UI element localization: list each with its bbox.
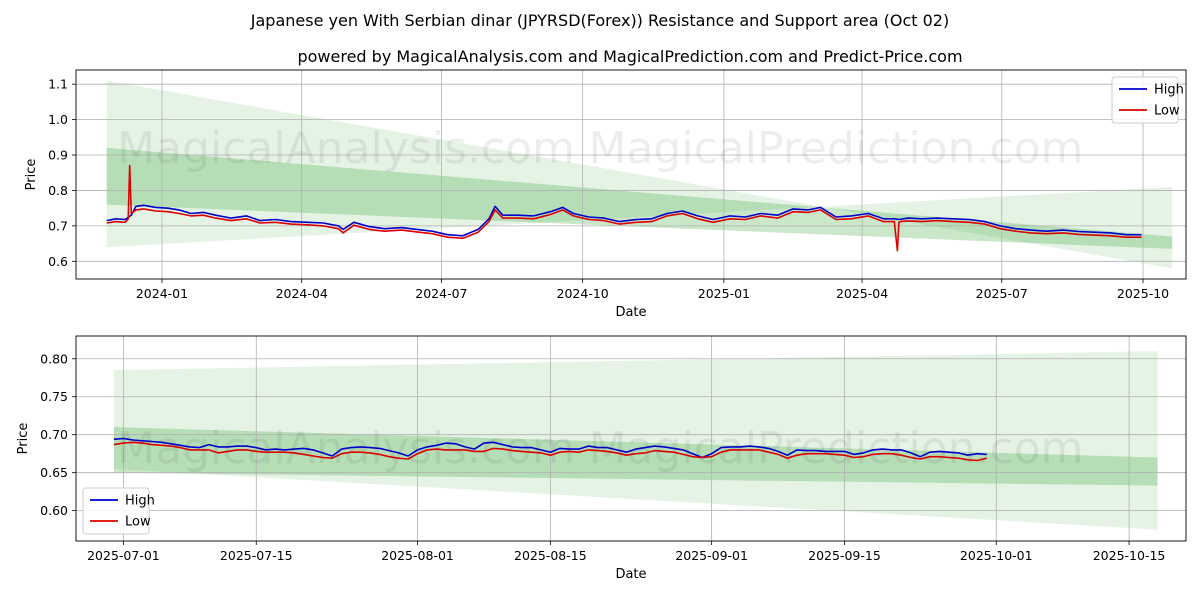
x-tick-label: 2025-04 bbox=[836, 286, 888, 301]
x-axis-title: Date bbox=[615, 567, 646, 582]
x-tick-label: 2025-09-01 bbox=[675, 548, 748, 563]
x-tick-label: 2025-07-15 bbox=[220, 548, 293, 563]
legend-label-high: High bbox=[125, 494, 155, 509]
x-tick-label: 2024-01 bbox=[136, 286, 188, 301]
panel-bottom: 2025-07-01 2025-07-15 2025-08-01 2025-08-15… bbox=[16, 335, 1187, 582]
y-tick-label: 0.70 bbox=[40, 427, 68, 442]
y-tick-label: 0.75 bbox=[40, 389, 68, 404]
y-tick-label: 0.8 bbox=[48, 183, 68, 198]
y-tick-label: 0.6 bbox=[48, 254, 68, 269]
y-tick-label: 0.60 bbox=[40, 503, 68, 518]
x-tick-label: 2025-09-15 bbox=[808, 548, 881, 563]
y-axis-title: Price bbox=[16, 423, 31, 455]
band-inner-0 bbox=[106, 147, 1173, 249]
x-tick-label: 2025-10 bbox=[1117, 286, 1169, 301]
axes-frame bbox=[75, 335, 1187, 542]
x-tick-label: 2024-10 bbox=[557, 286, 609, 301]
band-inner-1 bbox=[113, 427, 1158, 486]
watermark-text: MagicalPrediction.com bbox=[589, 123, 1084, 174]
x-tick-label: 2025-07-01 bbox=[87, 548, 160, 563]
series-line-high bbox=[106, 204, 1142, 237]
legend-label-high: High bbox=[1154, 83, 1184, 98]
x-tick-label: 2025-10-01 bbox=[960, 548, 1033, 563]
x-tick-label: 2025-08-15 bbox=[514, 548, 587, 563]
legend: High Low bbox=[1111, 76, 1184, 124]
watermark-text: MagicalAnalysis.com bbox=[117, 123, 575, 174]
legend-label-low: Low bbox=[1154, 104, 1180, 119]
y-tick-label: 0.7 bbox=[48, 218, 68, 233]
y-tick-label: 0.9 bbox=[48, 148, 68, 163]
y-tick-label: 1.1 bbox=[48, 77, 68, 92]
y-tick-label: 0.65 bbox=[40, 465, 68, 480]
x-tick-label: 2024-04 bbox=[276, 286, 328, 301]
legend-label-low: Low bbox=[125, 515, 151, 530]
x-tick-label: 2025-01 bbox=[698, 286, 750, 301]
x-tick-label: 2025-10-15 bbox=[1093, 548, 1166, 563]
chart-title: Japanese yen With Serbian dinar (JPYRSD(… bbox=[250, 11, 949, 30]
x-tick-label: 2025-08-01 bbox=[381, 548, 454, 563]
legend: High Low bbox=[82, 487, 155, 535]
series-line-low bbox=[106, 164, 1142, 252]
x-tick-label: 2024-07 bbox=[415, 286, 467, 301]
x-axis-title: Date bbox=[615, 305, 646, 320]
axes-frame bbox=[75, 69, 1187, 280]
series-line-low bbox=[113, 441, 987, 462]
y-tick-label: 0.80 bbox=[40, 351, 68, 366]
chart-subtitle: powered by MagicalAnalysis.com and Magic… bbox=[297, 47, 962, 66]
band-outer-1 bbox=[113, 351, 1158, 530]
y-tick-label: 1.0 bbox=[48, 112, 68, 127]
series-line-high bbox=[113, 437, 987, 459]
panel-top: 2024-01 2024-04 2024-07 2024-10 2025-01 2025-… bbox=[24, 69, 1187, 320]
y-axis-title: Price bbox=[24, 159, 39, 191]
watermark-text: MagicalPrediction.com bbox=[589, 423, 1084, 474]
x-tick-label: 2025-07 bbox=[976, 286, 1028, 301]
